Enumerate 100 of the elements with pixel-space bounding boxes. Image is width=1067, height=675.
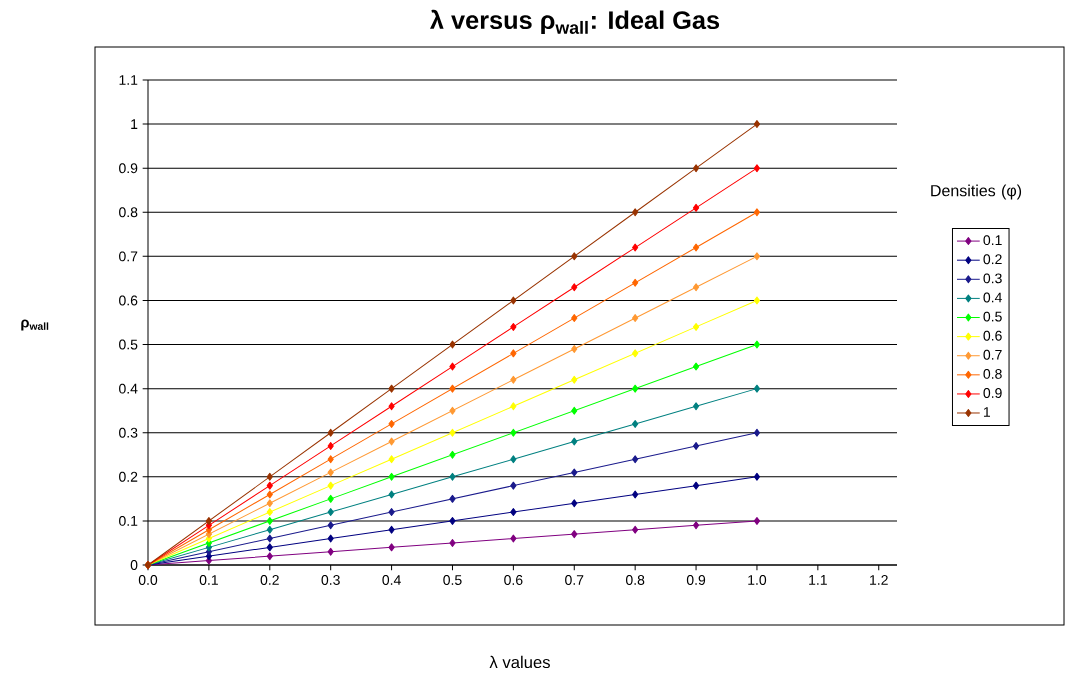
y-tick-label: 0.7 — [119, 251, 138, 262]
y-tick-label: 0.8 — [119, 207, 138, 218]
point — [388, 508, 395, 517]
y-tick-label: 0.6 — [119, 295, 138, 306]
point — [449, 494, 456, 503]
point — [510, 296, 517, 305]
x-tick-label: 0.7 — [565, 575, 584, 585]
point — [692, 481, 700, 490]
point — [753, 208, 761, 217]
point — [692, 243, 700, 252]
point — [388, 419, 395, 428]
point — [327, 508, 334, 517]
y-tick-label: 0.9 — [119, 163, 138, 174]
point — [692, 362, 700, 371]
x-tick-label: 0.3 — [321, 575, 340, 585]
point — [327, 481, 334, 490]
point — [632, 384, 639, 393]
point — [753, 120, 761, 129]
legend-label: 0.1 — [983, 235, 1002, 246]
point — [692, 402, 700, 411]
point — [266, 516, 273, 525]
point — [510, 322, 517, 331]
point — [632, 455, 639, 464]
point — [205, 516, 212, 525]
point — [692, 164, 700, 173]
point — [753, 164, 761, 173]
point — [571, 375, 578, 384]
point — [388, 402, 395, 411]
legend-label: 1 — [983, 407, 990, 417]
point — [266, 508, 273, 517]
y-tick-label: 0 — [130, 560, 138, 570]
point — [266, 543, 273, 552]
point — [266, 534, 273, 543]
point — [692, 322, 700, 331]
point — [266, 481, 273, 490]
point — [266, 525, 273, 534]
point — [327, 441, 334, 450]
point — [449, 472, 456, 481]
point — [388, 437, 395, 446]
point — [753, 252, 761, 261]
point — [632, 490, 639, 499]
legend-label: 0.7 — [983, 349, 1002, 360]
point — [327, 534, 334, 543]
point — [753, 516, 761, 525]
point — [571, 283, 578, 292]
legend-label: 0.8 — [983, 368, 1002, 379]
point — [449, 340, 456, 349]
point — [632, 349, 639, 358]
point — [510, 534, 517, 543]
point — [510, 349, 517, 358]
x-tick-label: 1.2 — [870, 575, 888, 585]
point — [449, 384, 456, 393]
x-tick-label: 0.4 — [382, 575, 401, 585]
point — [692, 203, 700, 212]
point — [632, 419, 639, 428]
point — [327, 547, 334, 556]
point — [510, 428, 517, 437]
point — [388, 472, 395, 481]
legend-label: 0.9 — [983, 388, 1002, 398]
x-tick-label: 0.5 — [443, 575, 462, 585]
point — [388, 525, 395, 534]
point — [571, 252, 578, 261]
point — [388, 384, 395, 393]
y-tick-label: 0.2 — [119, 471, 138, 482]
chart-title: λ versus ρ$_{wall}$: Ideal Gas — [430, 9, 720, 35]
legend-title: Densities (φ) — [931, 184, 1022, 200]
x-tick-label: 0.2 — [260, 575, 279, 585]
point — [753, 384, 761, 393]
legend-label: 0.4 — [983, 292, 1002, 303]
legend-label: 0.6 — [983, 330, 1002, 341]
point — [692, 283, 700, 292]
legend-label: 0.5 — [983, 311, 1002, 322]
x-tick-label: 0.0 — [138, 575, 158, 585]
y-tick-label: 0.3 — [119, 427, 138, 438]
point — [266, 472, 273, 481]
point — [571, 406, 578, 415]
x-tick-label: 0.8 — [625, 575, 645, 585]
point — [449, 406, 456, 415]
x-tick-label: 0.1 — [199, 575, 218, 585]
point — [449, 538, 456, 547]
point — [753, 428, 761, 437]
point — [388, 543, 395, 552]
y-tick-label: 0.1 — [119, 515, 138, 526]
point — [571, 499, 578, 508]
point — [449, 428, 456, 437]
point — [388, 490, 395, 499]
point — [510, 375, 517, 384]
legend-label: 0.3 — [983, 273, 1002, 284]
point — [571, 530, 578, 539]
point — [632, 243, 639, 252]
point — [510, 508, 517, 517]
point — [571, 344, 578, 353]
point — [449, 362, 456, 371]
point — [327, 468, 334, 477]
point — [632, 525, 639, 534]
y-tick-label: 1 — [131, 119, 138, 129]
point — [571, 468, 578, 477]
point — [753, 340, 761, 349]
y-tick-label: 0.5 — [119, 339, 138, 350]
x-tick-label: 0.9 — [686, 575, 706, 585]
